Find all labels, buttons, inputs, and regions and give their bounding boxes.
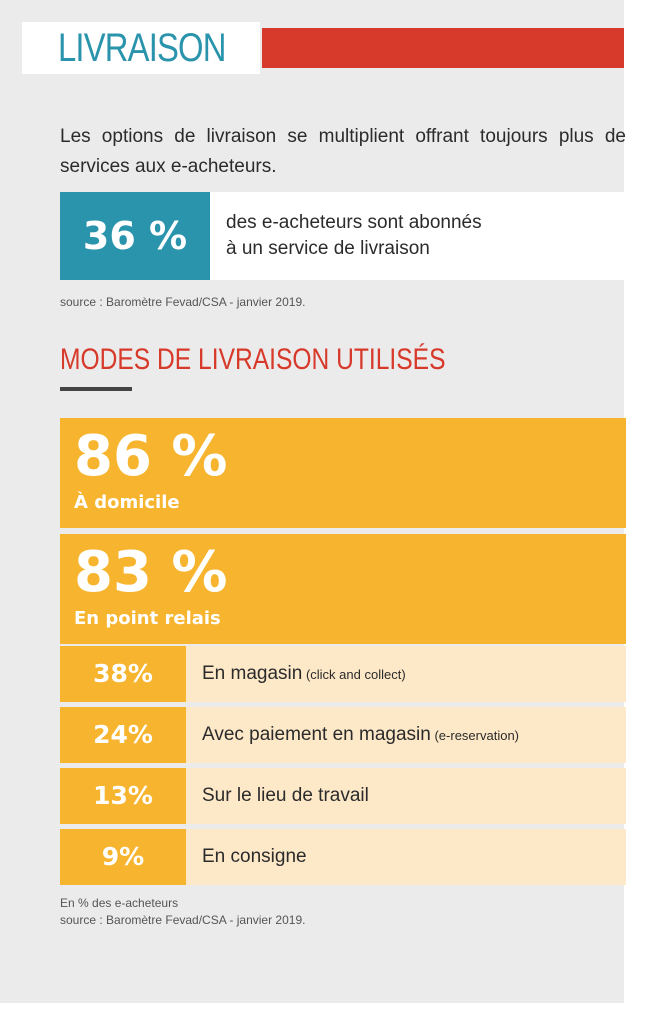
section-title: MODES DE LIVRAISON UTILISÉS: [60, 343, 446, 376]
mode-row: 13% Sur le lieu de travail: [60, 768, 626, 824]
highlight-source: source : Baromètre Fevad/CSA - janvier 2…: [60, 295, 306, 309]
mode-value: 83 %: [74, 540, 228, 605]
highlight-text: des e-acheteurs sont abonnés à un servic…: [226, 210, 616, 262]
mode-value: 13%: [60, 768, 186, 824]
footnote-source: source : Baromètre Fevad/CSA - janvier 2…: [60, 913, 306, 927]
mode-row: 83 % En point relais: [60, 534, 626, 644]
mode-label-note: (e-reservation): [430, 728, 519, 743]
mode-row: 86 % À domicile: [60, 418, 626, 528]
mode-value: 24%: [60, 707, 186, 763]
mode-label: En consigne: [202, 829, 307, 885]
mode-value: 86 %: [74, 424, 228, 489]
mode-label-text: En magasin: [202, 663, 303, 684]
highlight-stat: 36 % des e-acheteurs sont abonnés à un s…: [60, 192, 626, 280]
section-underline: [60, 387, 132, 391]
intro-text: Les options de livraison se multiplient …: [60, 126, 626, 177]
highlight-line-1: des e-acheteurs sont abonnés: [226, 212, 482, 233]
mode-label: À domicile: [74, 492, 180, 513]
mode-value: 38%: [60, 646, 186, 702]
title-accent-bar: [262, 28, 624, 68]
title-box: [22, 22, 260, 74]
mode-label-text: En consigne: [202, 846, 307, 867]
mode-label: Avec paiement en magasin (e-reservation): [202, 707, 519, 763]
mode-label: Sur le lieu de travail: [202, 768, 369, 824]
highlight-value: 36 %: [60, 192, 210, 280]
page-title: LIVRAISON: [58, 26, 226, 70]
mode-label: En point relais: [74, 608, 221, 629]
footnote-unit: En % des e-acheteurs: [60, 896, 179, 910]
mode-row: 9% En consigne: [60, 829, 626, 885]
mode-row: 24% Avec paiement en magasin (e-reservati…: [60, 707, 626, 763]
mode-label-text: Sur le lieu de travail: [202, 785, 369, 806]
mode-value: 9%: [60, 829, 186, 885]
mode-label-note: (click and collect): [302, 667, 406, 682]
mode-row: 38% En magasin (click and collect): [60, 646, 626, 702]
mode-label-text: Avec paiement en magasin: [202, 724, 431, 745]
highlight-line-2: à un service de livraison: [226, 238, 430, 259]
mode-label: En magasin (click and collect): [202, 646, 406, 702]
footnote: En % des e-acheteurs source : Baromètre …: [60, 895, 305, 929]
